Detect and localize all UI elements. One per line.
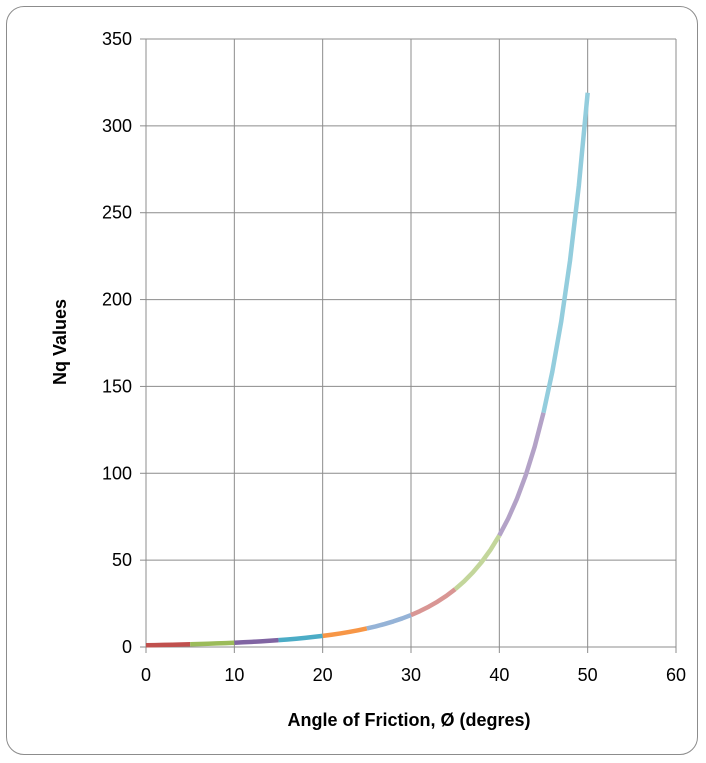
x-tick-label: 40 [489,665,509,685]
series-line-4 [278,633,323,643]
axes [140,38,677,653]
series-line-7 [410,587,457,618]
series-line-10 [541,92,590,414]
x-tick-labels: 0 10 20 30 40 50 60 [141,665,686,685]
series-line-8 [453,534,502,591]
x-tick-label: 30 [401,665,421,685]
y-axis-title: Nq Values [50,299,70,385]
x-tick-label: 20 [313,665,333,685]
x-axis-title: Angle of Friction, Ø (degres) [287,710,530,730]
x-tick-label: 0 [141,665,151,685]
y-tick-label: 150 [102,376,132,396]
y-tick-label: 100 [102,463,132,483]
y-tick-labels: 0 50 100 150 200 250 300 350 [102,29,132,657]
y-tick-label: 250 [102,203,132,223]
series-line-9 [497,412,546,537]
y-tick-label: 50 [112,550,132,570]
series-lines [145,92,590,648]
x-tick-label: 50 [578,665,598,685]
y-tick-label: 200 [102,290,132,310]
grid [146,38,677,647]
series-line-2 [190,640,235,647]
series-line-5 [322,626,368,639]
y-tick-label: 300 [102,116,132,136]
series-line-6 [366,612,412,631]
x-tick-label: 10 [224,665,244,685]
y-tick-label: 350 [102,29,132,49]
y-tick-label: 0 [122,637,132,657]
series-line-1 [145,642,191,648]
x-tick-label: 60 [666,665,686,685]
series-line-3 [234,637,279,645]
